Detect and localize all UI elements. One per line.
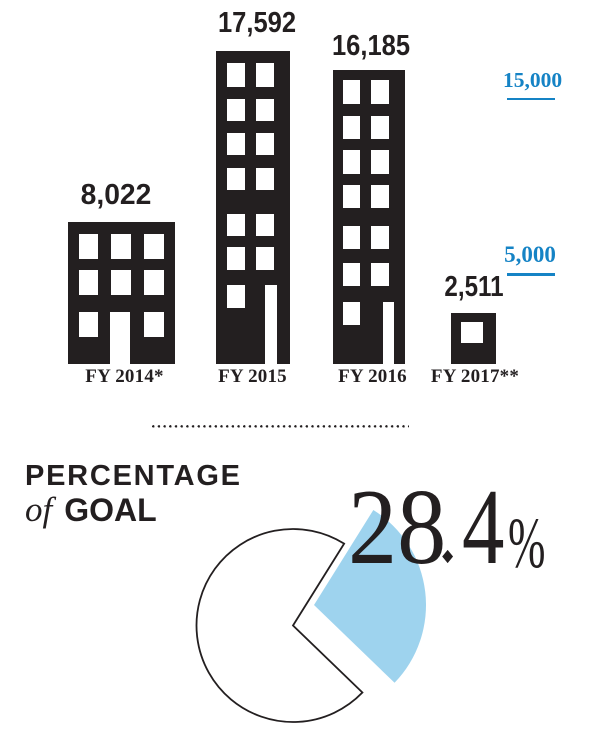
- building-window: [343, 301, 361, 326]
- building-window: [256, 132, 275, 155]
- goal-heading-goal: GOAL: [64, 491, 157, 528]
- building-bar-fy2016: [333, 70, 406, 364]
- gridline-rule-15000: [507, 97, 556, 101]
- gridline-label-15000: 15,000: [502, 67, 563, 92]
- goal-heading-of: of: [25, 489, 53, 529]
- building-door: [265, 284, 277, 364]
- goal-heading-line1: PERCENTAGE: [25, 460, 242, 493]
- value-label-fy2017: 2,511: [444, 270, 504, 303]
- building-window: [227, 98, 246, 121]
- gridline-label-5000: 5,000: [504, 242, 556, 268]
- building-window: [78, 311, 99, 337]
- building-window: [227, 284, 246, 309]
- building-window: [371, 262, 389, 287]
- category-label-fy2015: FY 2015: [218, 366, 287, 388]
- building-window: [78, 234, 99, 260]
- goal-heading-line2: of GOAL: [25, 492, 157, 527]
- percent-sign: %: [508, 501, 546, 583]
- building-window: [371, 225, 389, 250]
- building-window: [144, 234, 165, 260]
- value-label-fy2016: 16,185: [331, 29, 411, 62]
- building-window: [256, 98, 275, 121]
- building-window: [371, 80, 389, 105]
- building-bar-fy2015: [216, 51, 290, 364]
- building-window: [371, 115, 389, 140]
- building-window: [110, 234, 132, 260]
- building-window: [371, 150, 389, 174]
- building-window: [461, 322, 483, 344]
- value-label-fy2014: 8,022: [80, 179, 152, 212]
- building-window: [343, 262, 361, 287]
- category-label-fy2017: FY 2017**: [430, 366, 520, 388]
- building-door: [382, 301, 394, 364]
- building-window: [227, 62, 246, 87]
- building-window: [227, 246, 246, 270]
- building-window: [343, 225, 361, 250]
- building-door: [110, 311, 131, 364]
- building-window: [371, 185, 389, 209]
- building-window: [227, 167, 246, 190]
- building-window: [227, 132, 246, 155]
- pie-body-remaining: [195, 528, 364, 723]
- building-window: [343, 185, 361, 209]
- percent-integer: 28: [348, 467, 447, 587]
- building-window: [110, 269, 132, 296]
- building-window: [256, 62, 275, 87]
- building-window: [144, 311, 165, 337]
- building-window: [343, 150, 361, 174]
- percent-decimal: 4: [461, 467, 504, 587]
- building-window: [343, 80, 361, 105]
- building-window: [144, 269, 165, 296]
- category-label-fy2016: FY 2016: [338, 366, 407, 388]
- building-window: [256, 167, 275, 190]
- pie-chart: [195, 510, 427, 723]
- building-window: [343, 115, 361, 140]
- building-window: [256, 213, 275, 236]
- building-window: [256, 246, 275, 270]
- value-label-fy2015: 17,592: [217, 7, 296, 40]
- percent-decimal-separator: [442, 549, 454, 564]
- gridline-rule-5000: [507, 273, 556, 276]
- building-bar-fy2017: [450, 313, 497, 364]
- pie-slice-achieved: [314, 510, 427, 683]
- dotted-divider: [152, 425, 409, 429]
- building-window: [78, 269, 99, 296]
- category-label-fy2014: FY 2014*: [85, 366, 164, 388]
- building-bar-fy2014: [67, 222, 175, 364]
- building-window: [227, 213, 246, 236]
